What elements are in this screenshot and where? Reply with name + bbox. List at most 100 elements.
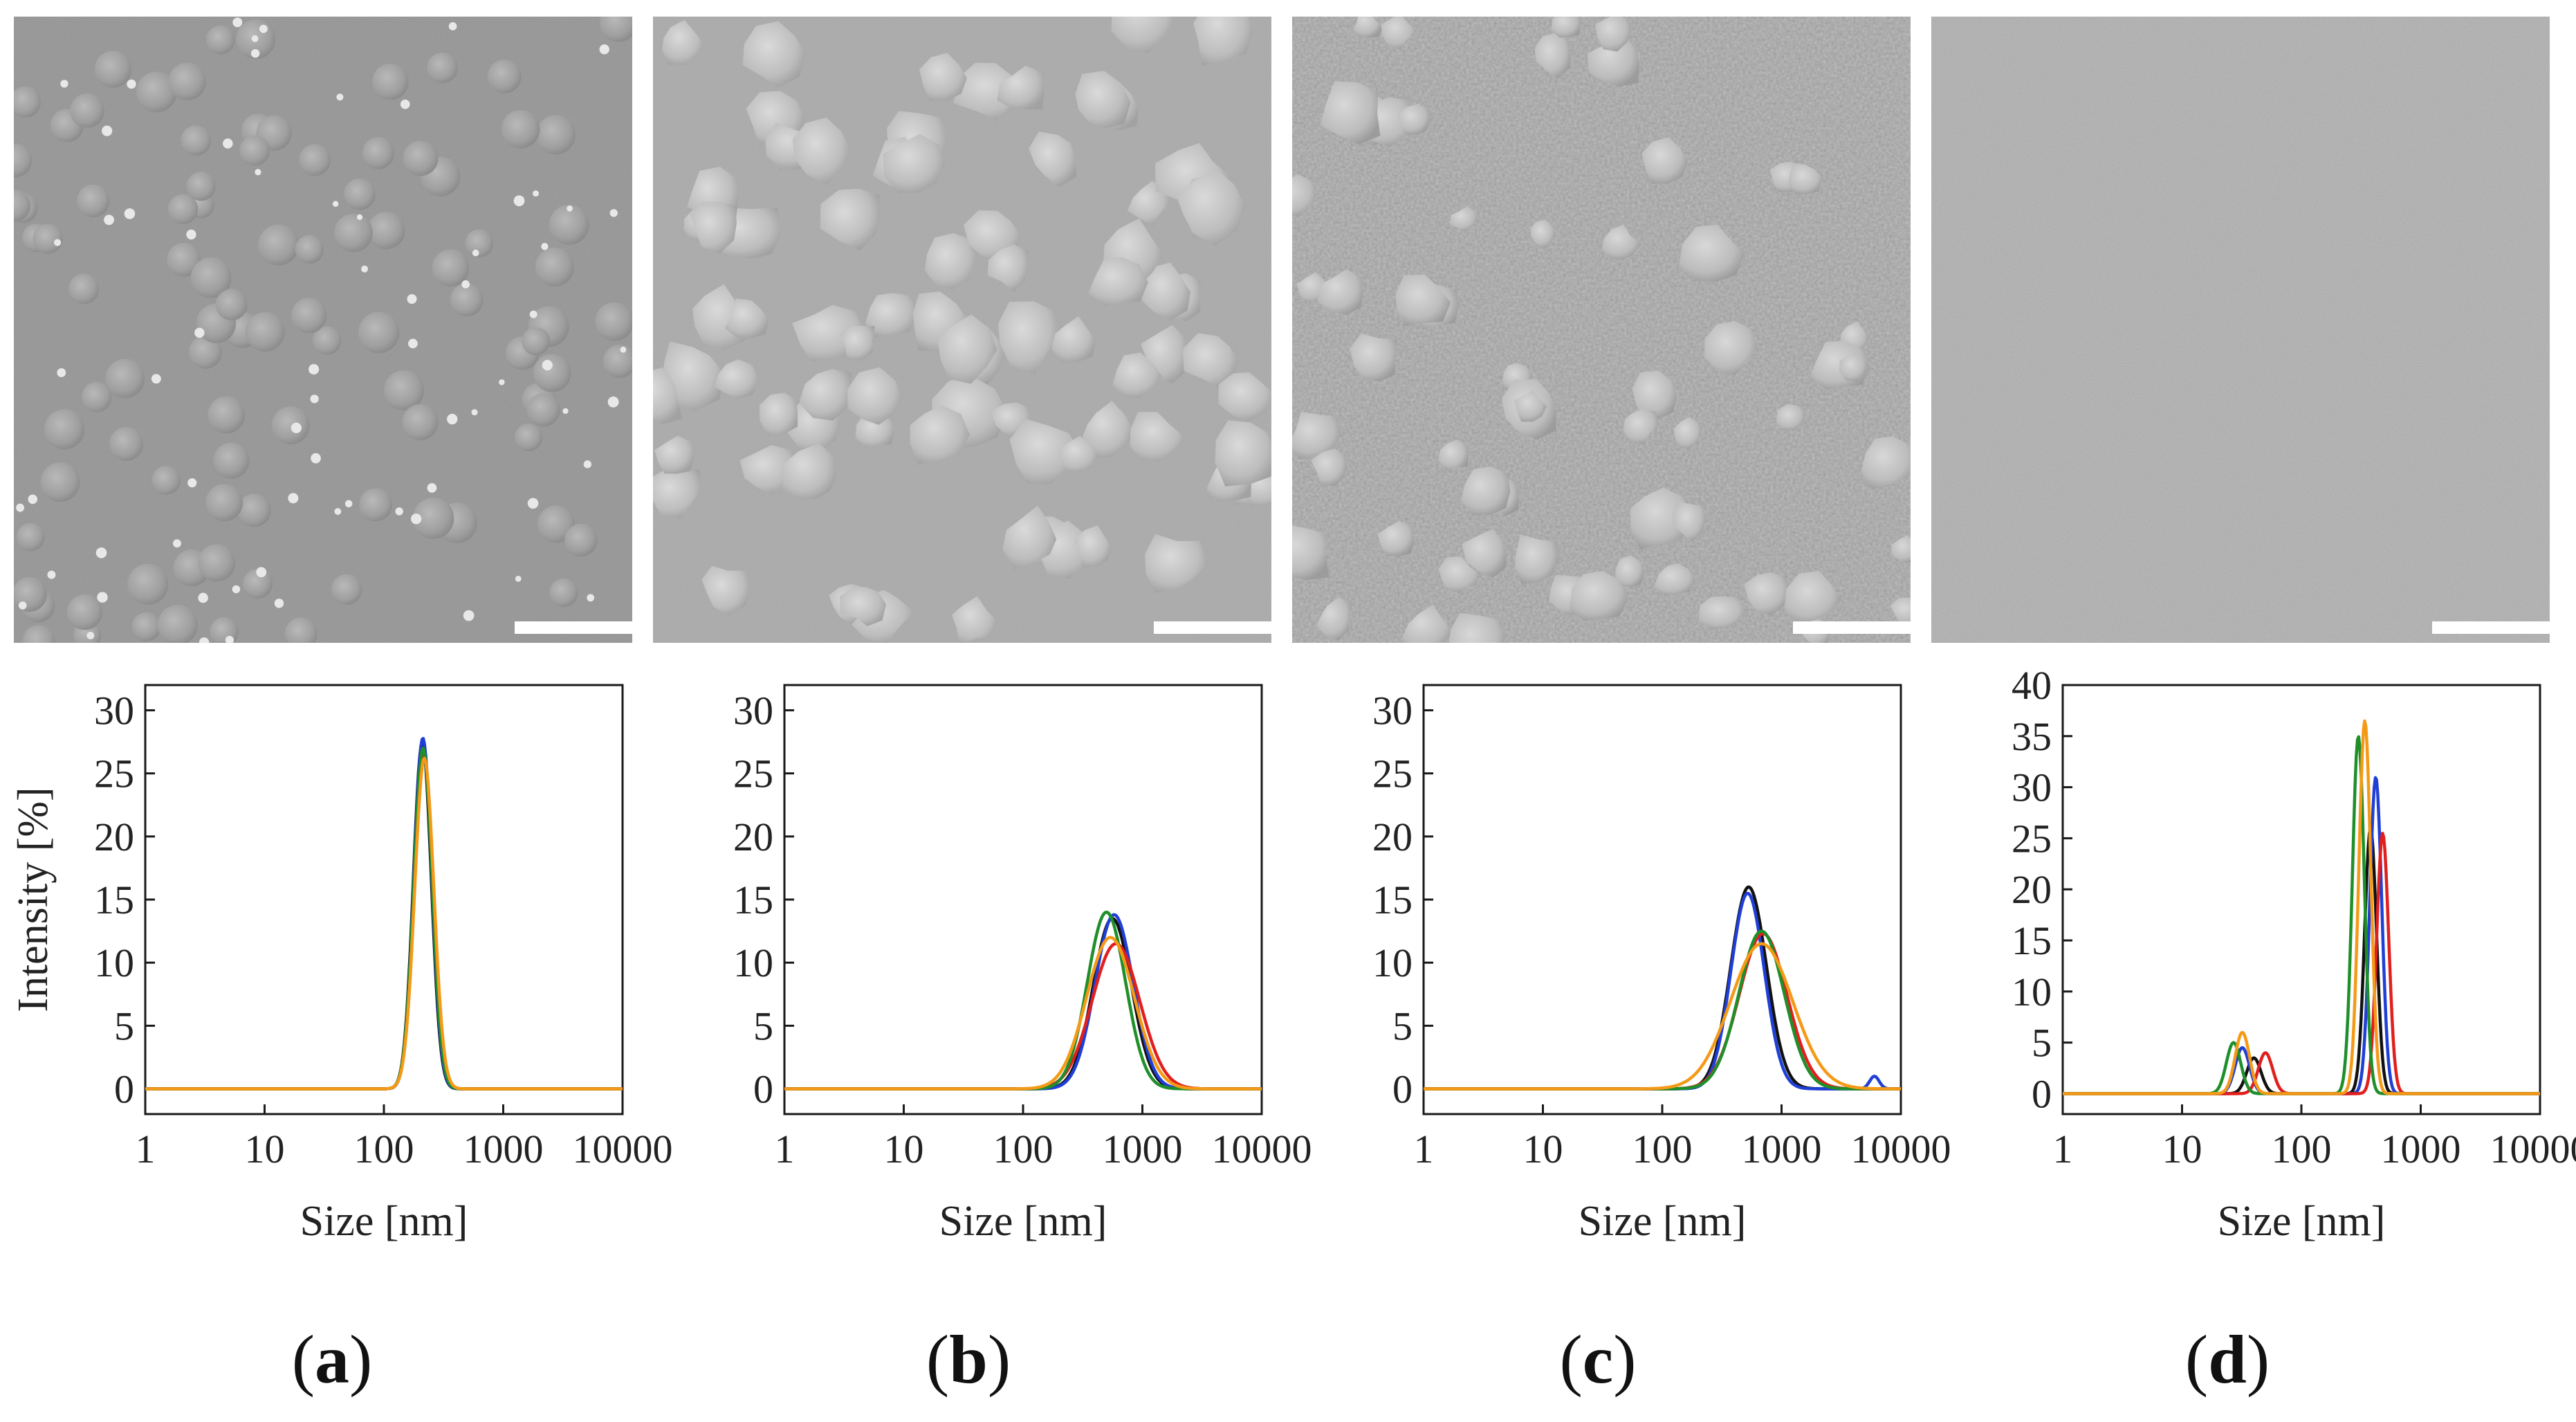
small-particle: [232, 17, 243, 28]
y-tick-label: 20: [733, 814, 773, 859]
particle: [1641, 137, 1688, 184]
particle: [924, 233, 977, 290]
particle: [1395, 274, 1451, 327]
small-particle: [620, 346, 627, 353]
scale-bar: [2432, 621, 2550, 634]
x-tick-label: 100: [1632, 1127, 1693, 1172]
x-axis-title: Size [nm]: [2218, 1198, 2386, 1245]
x-tick-label: 1000: [1103, 1127, 1183, 1172]
particle: [94, 51, 132, 88]
small-particle: [395, 507, 403, 516]
small-particle: [104, 215, 114, 226]
particle: [1316, 597, 1352, 641]
series-line-black: [1423, 885, 1902, 1091]
particle: [1448, 612, 1506, 643]
particle: [151, 466, 181, 495]
small-particle: [567, 205, 573, 212]
small-particle: [407, 294, 417, 304]
particle: [1861, 436, 1911, 490]
particle: [1193, 17, 1253, 66]
x-axis-title: Size [nm]: [939, 1198, 1107, 1245]
particle: [1614, 555, 1644, 588]
particle: [1514, 390, 1547, 422]
particle: [1788, 163, 1823, 194]
particle: [131, 612, 161, 641]
y-tick-label: 15: [2012, 918, 2052, 963]
particle: [1400, 604, 1453, 643]
small-particle: [607, 396, 619, 408]
particle: [840, 325, 875, 361]
particle: [299, 144, 331, 176]
series-line-blue: [2062, 776, 2541, 1095]
particle: [910, 405, 970, 465]
small-particle: [18, 601, 27, 610]
particle: [1051, 316, 1096, 363]
small-particle: [542, 360, 553, 371]
particle: [70, 93, 104, 128]
particle: [1891, 535, 1911, 563]
particle: [181, 125, 212, 156]
small-particle: [311, 453, 321, 464]
small-particle: [583, 460, 592, 468]
particle: [105, 358, 145, 399]
small-particle: [186, 229, 196, 240]
series-line-orange: [145, 756, 623, 1091]
particle: [1002, 505, 1057, 569]
particle: [1292, 174, 1317, 217]
particle: [1080, 401, 1134, 459]
particle: [487, 60, 522, 93]
particle: [537, 505, 575, 543]
plot-frame: [144, 684, 624, 1115]
particle: [33, 224, 63, 254]
y-tick-label: 15: [733, 877, 773, 922]
x-axis-title: Size [nm]: [300, 1198, 468, 1245]
particle: [243, 569, 273, 599]
x-axis-title: Size [nm]: [1579, 1198, 1747, 1245]
particle: [358, 311, 400, 354]
particle: [1111, 17, 1176, 54]
particle: [284, 617, 318, 643]
series-line-blue: [784, 913, 1262, 1091]
y-tick-label: 25: [94, 751, 134, 796]
y-tick-label: 0: [2032, 1071, 2052, 1116]
x-tick-label: 10000: [573, 1127, 673, 1172]
y-tick-label: 0: [753, 1067, 773, 1112]
particle: [44, 409, 85, 450]
small-particle: [172, 539, 181, 548]
series-line-green: [145, 747, 623, 1091]
small-particle: [274, 599, 284, 608]
particle: [1029, 131, 1077, 188]
particle: [780, 443, 836, 500]
particle: [186, 172, 216, 201]
sem-image-a: [14, 17, 632, 643]
small-particle: [499, 379, 505, 385]
particle: [14, 190, 30, 222]
particle: [136, 71, 177, 113]
particle: [372, 63, 409, 100]
scale-bar: [515, 621, 632, 634]
x-tick-label: 100: [354, 1127, 414, 1172]
series-line-black: [784, 917, 1262, 1091]
small-particle: [472, 249, 479, 257]
particle: [1744, 572, 1790, 615]
particle: [1551, 17, 1581, 38]
particle: [714, 359, 760, 399]
particle: [515, 423, 543, 452]
particle: [522, 327, 551, 356]
particle: [1058, 436, 1099, 473]
series-line-green: [1423, 929, 1902, 1091]
particle: [412, 498, 454, 539]
particle: [549, 578, 578, 608]
particle: [1632, 370, 1677, 419]
small-particle: [356, 214, 363, 220]
particle: [190, 257, 232, 298]
small-particle: [259, 24, 268, 33]
particle: [1460, 466, 1511, 516]
small-particle: [28, 494, 38, 504]
x-tick-label: 100: [2272, 1127, 2332, 1172]
particle: [690, 201, 737, 254]
small-particle: [57, 368, 66, 377]
particle: [109, 427, 143, 462]
series-line-red: [784, 942, 1262, 1091]
particle: [208, 396, 246, 434]
